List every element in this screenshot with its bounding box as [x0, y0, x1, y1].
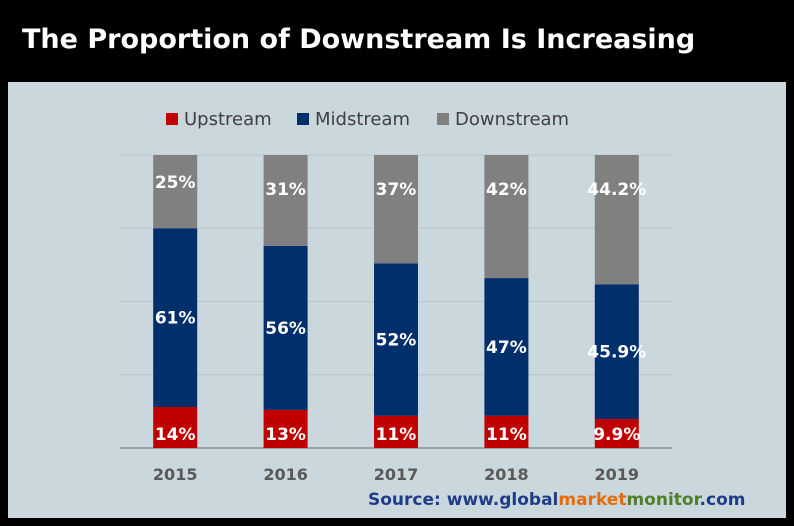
data-label-downstream-2019: 44.2% — [587, 180, 646, 200]
bar-midstream-2017 — [374, 263, 418, 416]
source-monitor: monitor — [626, 490, 700, 510]
data-label-downstream-2017: 37% — [376, 180, 417, 200]
x-tick-label-2015: 2015 — [153, 465, 198, 484]
x-tick-label-2016: 2016 — [263, 465, 308, 484]
data-label-midstream-2019: 45.9% — [587, 343, 646, 363]
source-prefix: Source: www. — [368, 490, 500, 510]
data-label-midstream-2015: 61% — [155, 309, 196, 329]
legend-label-upstream: Upstream — [184, 108, 272, 130]
data-label-midstream-2016: 56% — [265, 319, 306, 339]
bar-midstream-2015 — [153, 228, 198, 407]
source-market: market — [558, 490, 627, 510]
legend-label-downstream: Downstream — [455, 108, 570, 130]
chart-title: The Proportion of Downstream Is Increasi… — [22, 24, 696, 55]
bar-upstream-2015 — [153, 406, 198, 448]
bar-upstream-2017 — [374, 415, 418, 448]
x-tick-label-2018: 2018 — [484, 465, 529, 484]
data-label-upstream-2017: 11% — [376, 425, 417, 445]
data-label-upstream-2018: 11% — [486, 425, 527, 445]
data-label-midstream-2017: 52% — [376, 331, 417, 351]
bar-downstream-2018 — [484, 155, 529, 279]
data-label-midstream-2018: 47% — [486, 338, 527, 358]
legend-swatch-midstream — [297, 113, 309, 125]
bar-upstream-2018 — [484, 415, 529, 448]
data-label-upstream-2015: 14% — [155, 425, 196, 445]
bar-downstream-2016 — [263, 155, 308, 246]
data-label-upstream-2016: 13% — [265, 425, 306, 445]
x-tick-label-2019: 2019 — [595, 465, 640, 484]
data-label-downstream-2015: 25% — [155, 173, 196, 193]
legend-item-midstream: Midstream — [297, 106, 410, 132]
title-bar: The Proportion of Downstream Is Increasi… — [0, 0, 794, 82]
legend-item-downstream: Downstream — [437, 106, 569, 132]
bar-midstream-2018 — [484, 278, 529, 416]
legend-label-midstream: Midstream — [315, 108, 411, 130]
data-label-downstream-2016: 31% — [265, 180, 306, 200]
bar-upstream-2016 — [263, 409, 308, 448]
legend-swatch-downstream — [437, 113, 449, 125]
data-label-downstream-2018: 42% — [486, 180, 527, 200]
bar-midstream-2016 — [263, 245, 308, 410]
source-credit: Source: www.globalmarketmonitor.com — [368, 490, 745, 510]
bar-downstream-2017 — [374, 155, 418, 264]
bar-downstream-2015 — [153, 155, 198, 229]
bar-midstream-2019 — [594, 284, 639, 419]
data-label-upstream-2019: 9.9% — [593, 425, 640, 445]
source-suffix: .com — [699, 490, 746, 510]
x-tick-label-2017: 2017 — [374, 465, 419, 484]
legend-swatch-upstream — [166, 113, 178, 125]
bar-downstream-2019 — [594, 155, 639, 285]
source-global: global — [499, 490, 559, 510]
bar-upstream-2019 — [594, 418, 639, 448]
legend-item-upstream: Upstream — [166, 106, 272, 132]
legend: Upstream Midstream Downstream — [0, 106, 794, 132]
